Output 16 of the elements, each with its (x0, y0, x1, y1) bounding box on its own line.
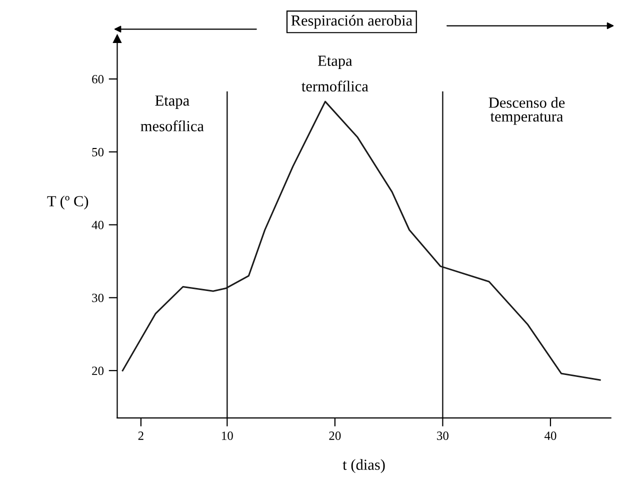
x-tick-label: 40 (544, 432, 556, 440)
annotation: Etapa termofílica (302, 56, 368, 92)
x-axis-title: t (dias) (342, 459, 385, 474)
annotation: Etapa mesofílica (140, 96, 204, 132)
annotation: Descenso de temperatura (488, 97, 565, 125)
y-tick-label: 60 (92, 75, 104, 84)
y-tick-label: 50 (92, 148, 104, 156)
y-tick-label: 20 (92, 366, 104, 376)
text: Respiración aerobia (291, 14, 412, 29)
x-tick-label: 30 (437, 432, 448, 440)
x-tick-label: 2 (138, 432, 144, 440)
y-tick-label: 40 (92, 220, 104, 230)
y-axis-title: T (º C) (47, 196, 88, 210)
x-tick-label: 10 (222, 432, 233, 440)
y-tick-label: 30 (92, 294, 104, 302)
x-tick-label: 20 (329, 432, 341, 440)
